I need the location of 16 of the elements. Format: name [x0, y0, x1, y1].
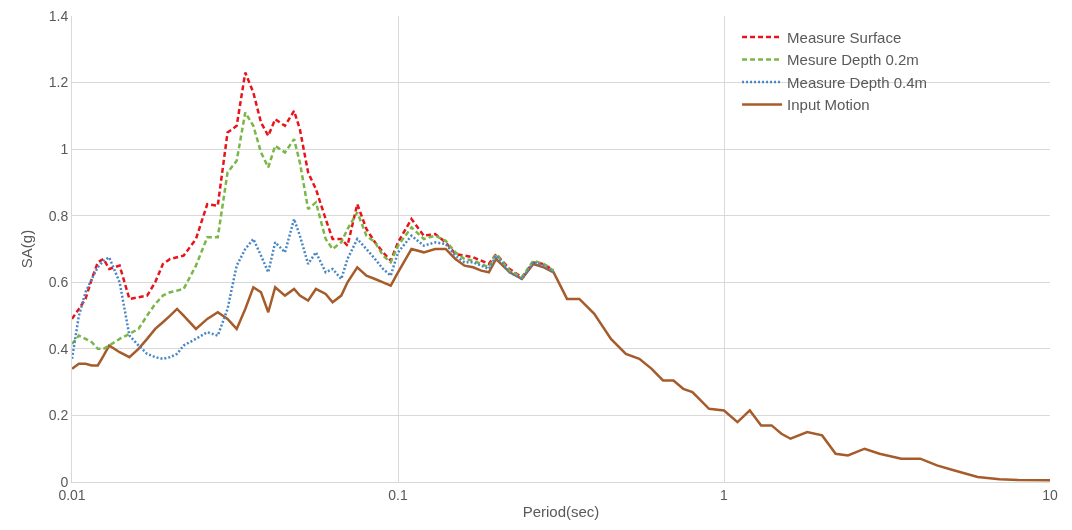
y-tick-label: 1 — [60, 141, 69, 158]
y-axis-title: SA(g) — [17, 229, 35, 269]
y-tick-label: 0.2 — [48, 407, 69, 424]
y-tick-label: 1.2 — [48, 74, 69, 91]
x-tick-label: 1 — [720, 486, 729, 503]
y-tick-label: 1.4 — [48, 7, 69, 24]
x-tick-label: 10 — [1042, 486, 1058, 503]
x-axis-title: Period(sec) — [522, 502, 600, 520]
legend-label: Measure Depth 0.4m — [787, 73, 928, 91]
legend-label: Mesure Depth 0.2m — [787, 51, 919, 69]
y-tick-label: 0.8 — [48, 207, 69, 224]
x-tick-label: 0.1 — [388, 486, 408, 503]
legend-label: Input Motion — [787, 96, 870, 114]
legend-label: Measure Surface — [787, 28, 902, 46]
y-tick-label: 0.6 — [48, 274, 69, 291]
y-tick-label: 0.4 — [48, 340, 69, 357]
